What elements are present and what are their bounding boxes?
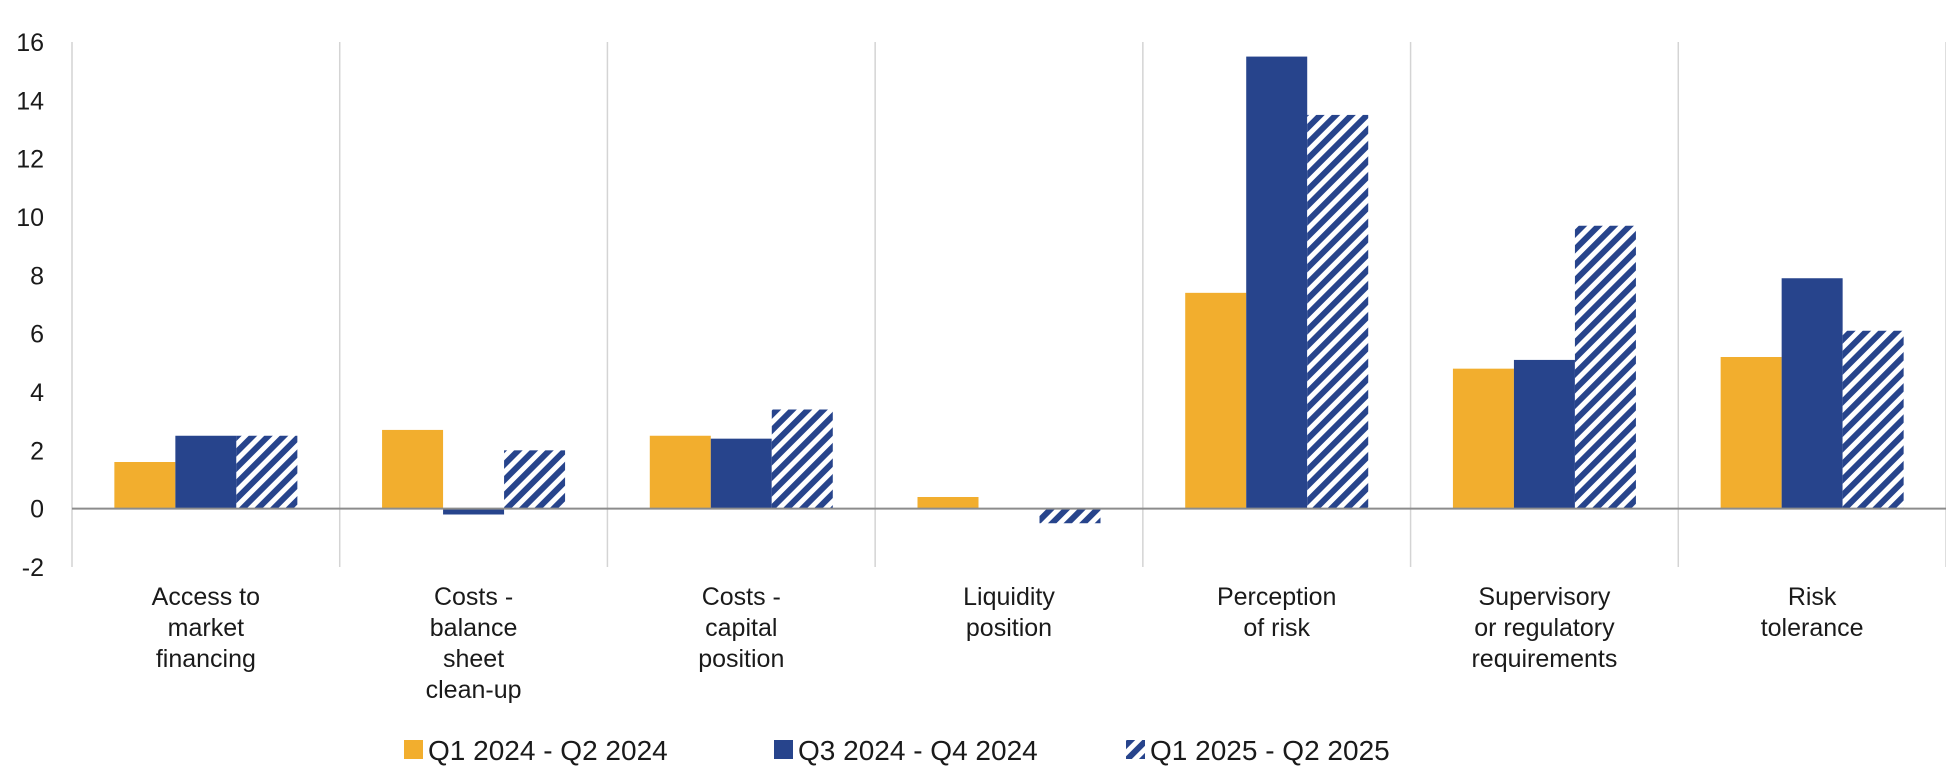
bar-series-2-category-3 [710,438,772,509]
y-tick-label: 6 [30,321,44,349]
category-label: Costs - [434,583,513,611]
bar-series-3-category-2 [504,450,566,509]
bar-series-3-category-5 [1307,114,1369,509]
legend-swatch-series-3 [1126,740,1145,759]
grid-layer [71,42,1946,567]
category-label: balance [430,614,518,642]
legend-swatch-series-2 [774,740,793,759]
legend-label-series-1: Q1 2024 - Q2 2024 [428,735,668,766]
category-label: sheet [443,645,504,673]
y-tick-label: 16 [16,29,44,57]
category-label: of risk [1243,614,1310,642]
bar-series-2-category-1 [175,435,237,509]
category-label: or regulatory [1474,614,1615,642]
legend-label-series-2: Q3 2024 - Q4 2024 [798,735,1038,766]
bars-layer [114,56,1904,524]
y-tick-label: 4 [30,379,44,407]
category-label: Supervisory [1478,583,1610,611]
bar-series-2-category-7 [1781,278,1843,509]
bar-series-1-category-2 [382,429,444,509]
bar-series-3-category-3 [771,409,833,509]
bar-series-1-category-5 [1185,292,1247,509]
category-label: tolerance [1761,614,1864,642]
bar-series-2-category-6 [1513,359,1575,509]
bar-series-1-category-4 [917,497,979,509]
bar-series-3-category-4 [1039,508,1101,524]
bar-series-3-category-6 [1574,225,1636,509]
y-tick-label: 0 [30,496,44,524]
bar-series-1-category-7 [1720,357,1782,509]
category-label: Perception [1217,583,1337,611]
bar-series-2-category-2 [443,508,505,515]
bar-series-3-category-1 [236,435,298,509]
bar-series-1-category-6 [1452,368,1514,509]
category-label: clean-up [426,676,522,704]
category-label: Costs - [702,583,781,611]
bar-series-1-category-1 [114,462,176,509]
legend-label-series-3: Q1 2025 - Q2 2025 [1150,735,1390,766]
y-tick-label: -2 [22,554,44,582]
category-label: market [168,614,244,642]
category-label: position [966,614,1052,642]
y-tick-label: 14 [16,87,44,115]
category-label: requirements [1471,645,1617,673]
bar-series-3-category-7 [1842,330,1904,509]
bar-series-1-category-3 [649,435,711,509]
category-label: Liquidity [963,583,1055,611]
y-tick-label: 10 [16,204,44,232]
y-tick-label: 2 [30,437,44,465]
category-label: financing [156,645,256,673]
axis-layer: -2 0 2 4 6 8 10 12 14 16 Access to market financing C… [16,29,1946,704]
y-tick-label: 8 [30,262,44,290]
category-label: Access to [152,583,260,611]
legend-swatch-series-1 [404,740,423,759]
legend: Q1 2024 - Q2 2024 Q3 2024 - Q4 2024 Q1 202… [404,735,1390,766]
category-label: capital [705,614,777,642]
y-tick-label: 12 [16,146,44,174]
category-label: position [698,645,784,673]
bar-series-2-category-5 [1246,56,1308,509]
category-label: Risk [1788,583,1837,611]
